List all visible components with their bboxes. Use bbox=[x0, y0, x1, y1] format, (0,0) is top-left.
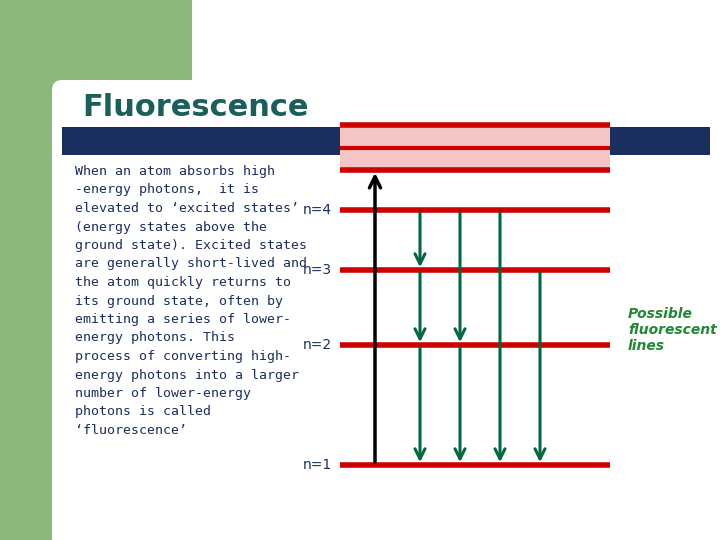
Bar bbox=[0, 0, 62, 540]
Bar bbox=[340, 125, 610, 170]
Text: n=4: n=4 bbox=[303, 203, 332, 217]
Text: Fluorescence: Fluorescence bbox=[82, 93, 308, 122]
Text: Possible
fluorescent
lines: Possible fluorescent lines bbox=[628, 307, 716, 353]
Bar bbox=[62, 110, 720, 540]
Text: n=1: n=1 bbox=[302, 458, 332, 472]
Bar bbox=[192, 0, 720, 110]
Text: When an atom absorbs high
-energy photons,  it is
elevated to ‘excited states’
(: When an atom absorbs high -energy photon… bbox=[75, 165, 307, 437]
FancyBboxPatch shape bbox=[52, 80, 720, 540]
Text: n=2: n=2 bbox=[303, 338, 332, 352]
Text: n=3: n=3 bbox=[303, 263, 332, 277]
Bar bbox=[62, 0, 192, 110]
Bar bbox=[62, 127, 710, 155]
Bar bbox=[72, 100, 720, 540]
